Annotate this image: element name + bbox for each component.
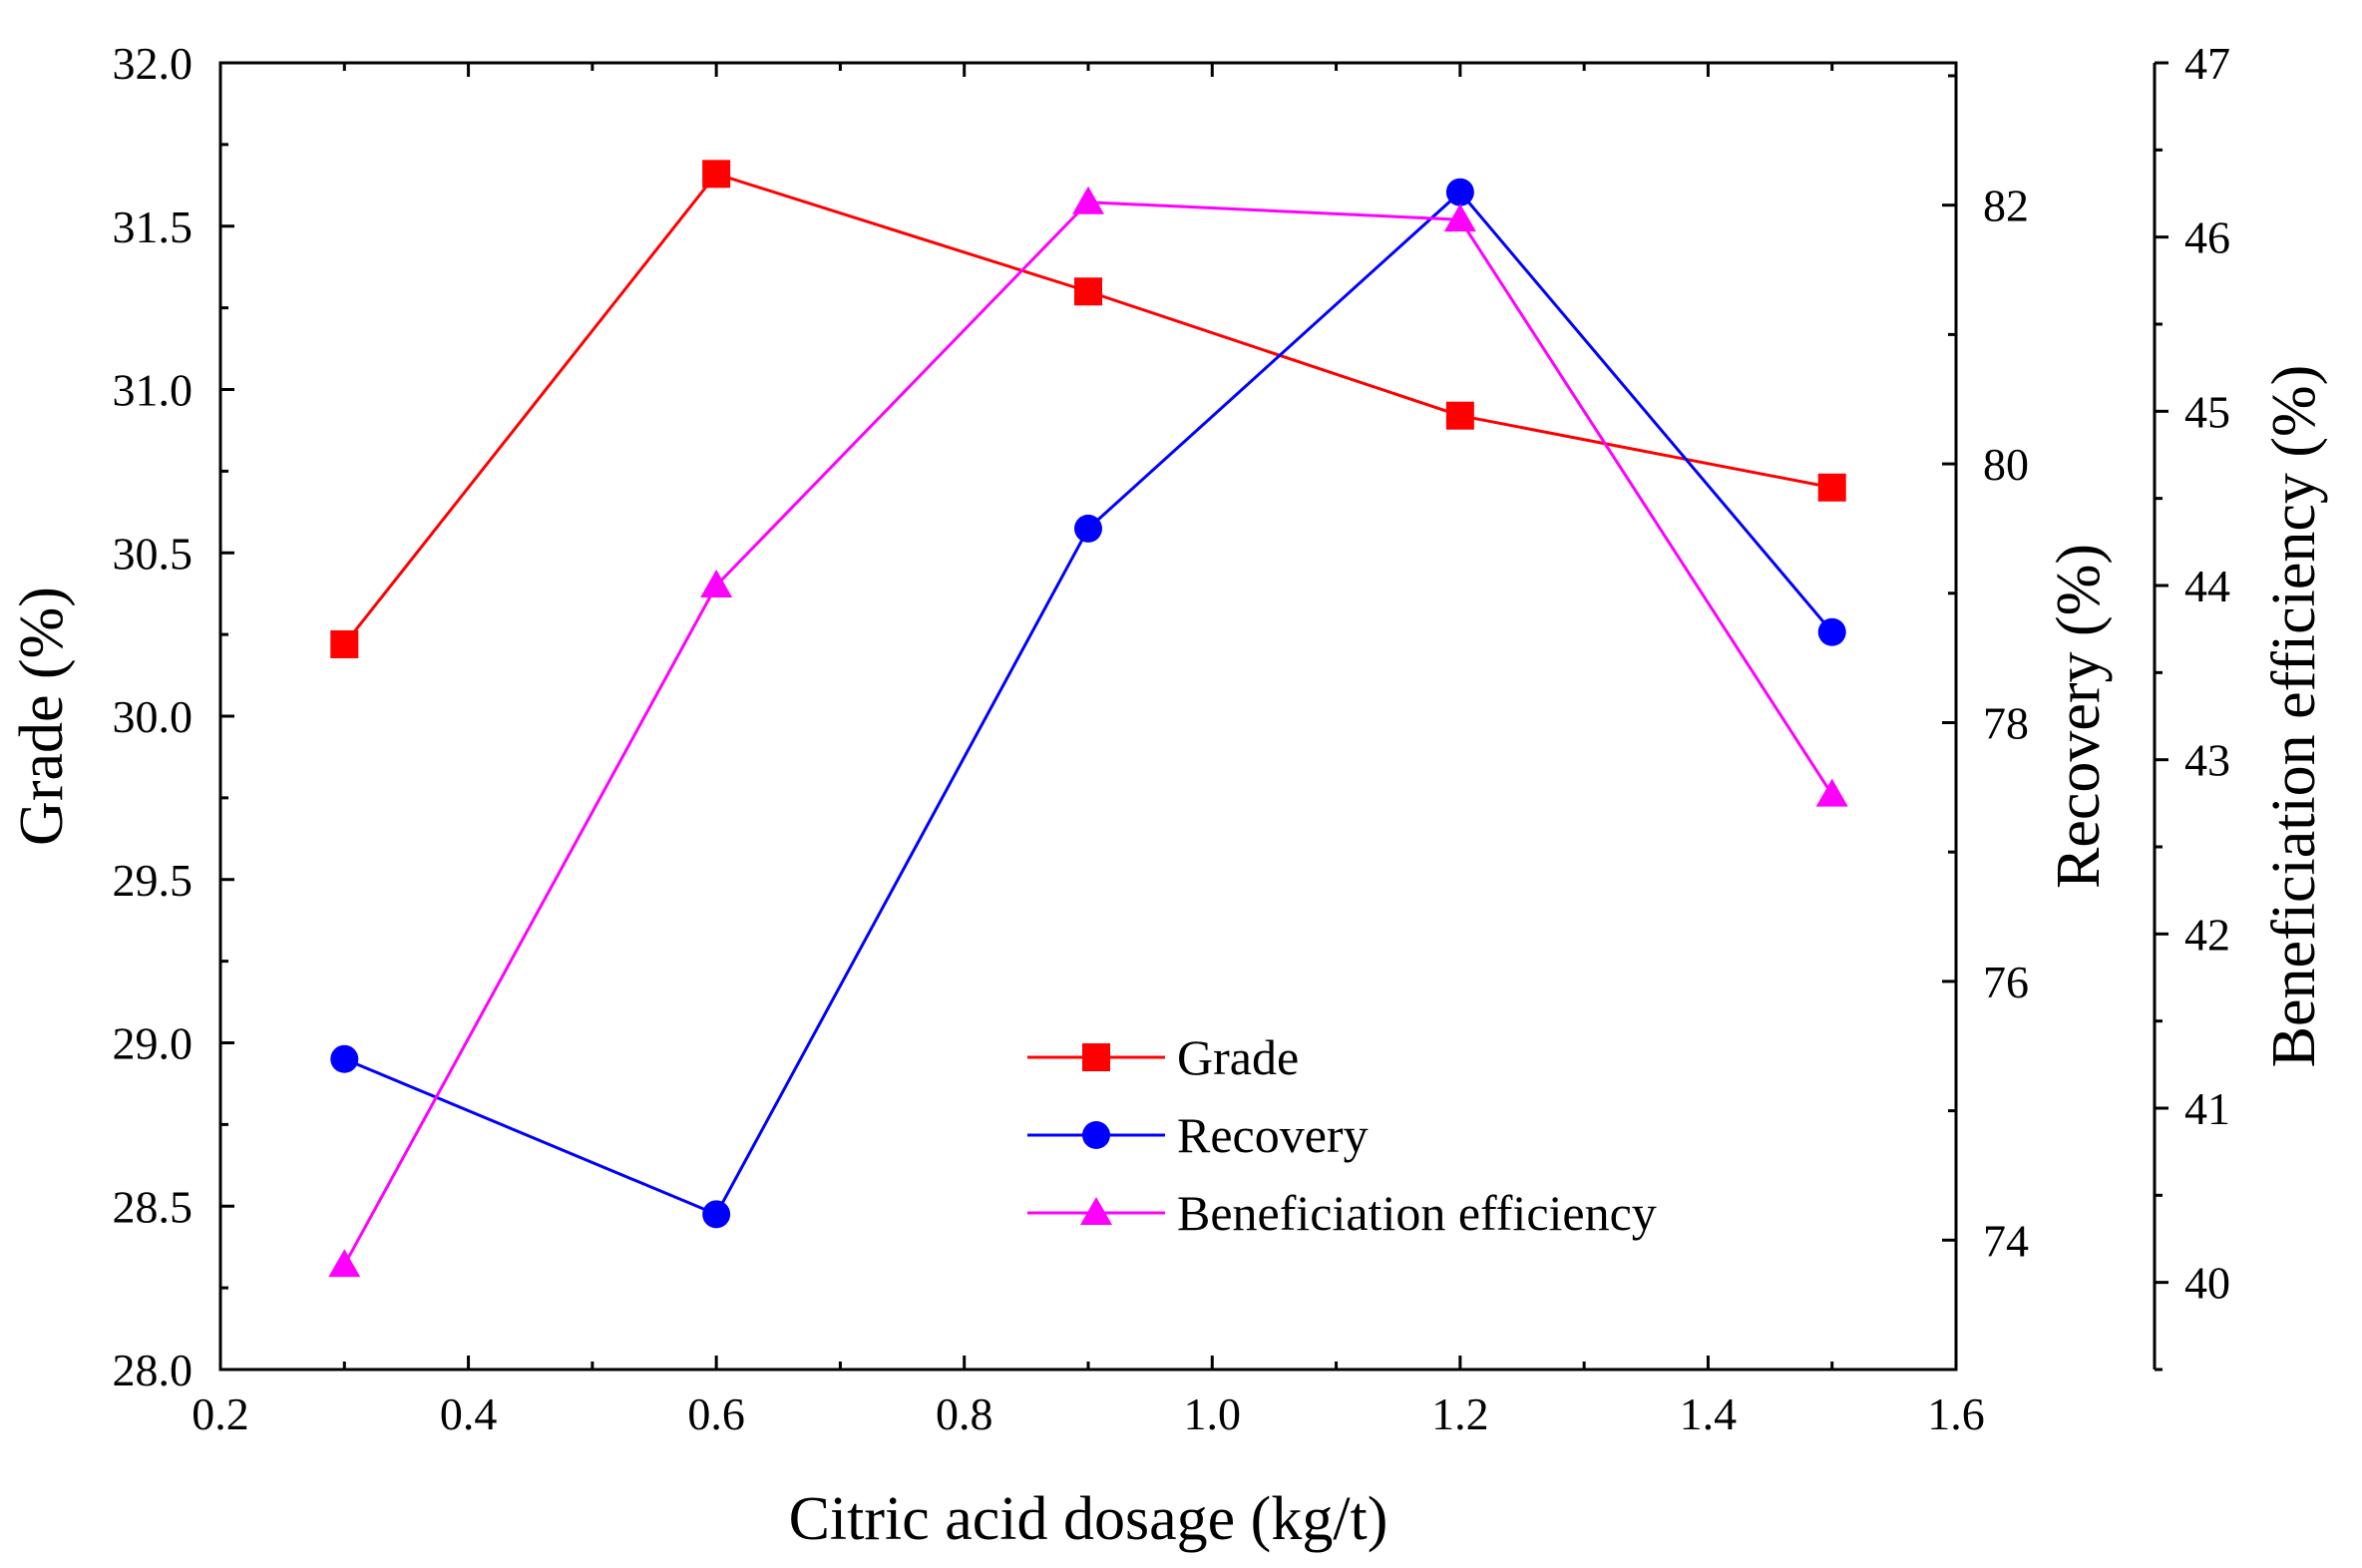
grade-tick-label: 31.5 (113, 201, 194, 252)
data-point-grade (330, 629, 359, 658)
recovery-axis-title: Recovery (%) (2045, 544, 2113, 889)
data-point-grade (1445, 401, 1474, 430)
legend-label: Beneficiation efficiency (1177, 1185, 1657, 1241)
x-tick-label: 0.6 (687, 1388, 745, 1439)
efficiency-tick-label: 45 (2184, 386, 2230, 437)
x-tick-label: 1.0 (1184, 1388, 1242, 1439)
grade-tick-label: 30.0 (113, 691, 194, 742)
efficiency-tick-label: 43 (2184, 735, 2230, 786)
data-point-efficiency (1815, 778, 1848, 807)
efficiency-tick-label: 47 (2184, 38, 2230, 89)
recovery-tick-label: 74 (1983, 1215, 2029, 1266)
axes: 0.2 0.4 0.6 0.8 1.0 1.2 1.4 1.6 Citric acid dosa… (8, 38, 2328, 1553)
plot-frame (218, 61, 1958, 1372)
grade-tick-label: 28.0 (113, 1345, 194, 1395)
x-axis-title: Citric acid dosage (kg/t) (789, 1485, 1388, 1553)
x-tick-label: 0.8 (936, 1388, 993, 1439)
data-point-recovery (1817, 617, 1846, 646)
legend-label: Grade (1177, 1029, 1299, 1085)
x-tick-label: 1.2 (1431, 1388, 1489, 1439)
grade-tick-label: 31.0 (113, 365, 194, 416)
data-point-recovery (1074, 514, 1102, 543)
efficiency-tick-label: 44 (2184, 561, 2230, 611)
recovery-tick-label: 78 (1983, 697, 2029, 748)
x-tick-label: 0.2 (192, 1388, 249, 1439)
data-point-efficiency (700, 570, 733, 597)
efficiency-tick-label: 40 (2184, 1258, 2230, 1309)
efficiency-tick-label: 42 (2184, 909, 2230, 960)
data-point-efficiency (1072, 186, 1104, 214)
data-point-efficiency (328, 1249, 361, 1278)
data-point-grade (1817, 473, 1846, 502)
grade-axis-title: Grade (%) (8, 587, 76, 846)
grade-tick-label: 32.0 (113, 38, 194, 89)
data-point-grade (1074, 277, 1102, 306)
x-tick-label: 1.4 (1680, 1388, 1738, 1439)
legend-label: Recovery (1177, 1107, 1369, 1163)
legend-marker (1082, 1043, 1110, 1071)
data-point-recovery (702, 1200, 731, 1229)
x-tick-label: 1.6 (1927, 1388, 1985, 1439)
x-tick-label: 0.4 (440, 1388, 498, 1439)
data-point-recovery (1445, 178, 1474, 206)
data-point-grade (702, 160, 731, 189)
legend-marker (1082, 1121, 1110, 1149)
legend-marker (1080, 1197, 1112, 1225)
efficiency-tick-label: 41 (2184, 1083, 2230, 1134)
efficiency-tick-label: 46 (2184, 212, 2230, 263)
grade-tick-label: 29.0 (113, 1018, 194, 1069)
efficiency-axis-title: Beneficiation efficiency (%) (2260, 365, 2328, 1068)
grade-tick-label: 30.5 (113, 528, 194, 579)
series (328, 160, 1848, 1278)
recovery-tick-label: 82 (1983, 181, 2029, 231)
recovery-tick-label: 76 (1983, 957, 2029, 1007)
grade-tick-label: 28.5 (113, 1181, 194, 1232)
grade-tick-label: 29.5 (113, 855, 194, 906)
data-point-efficiency (1443, 203, 1476, 232)
data-point-recovery (330, 1044, 359, 1073)
recovery-tick-label: 80 (1983, 439, 2029, 490)
series-line-grade (343, 172, 1832, 645)
legend: Grade Recovery Beneficiation efficiency (1027, 1029, 1657, 1241)
